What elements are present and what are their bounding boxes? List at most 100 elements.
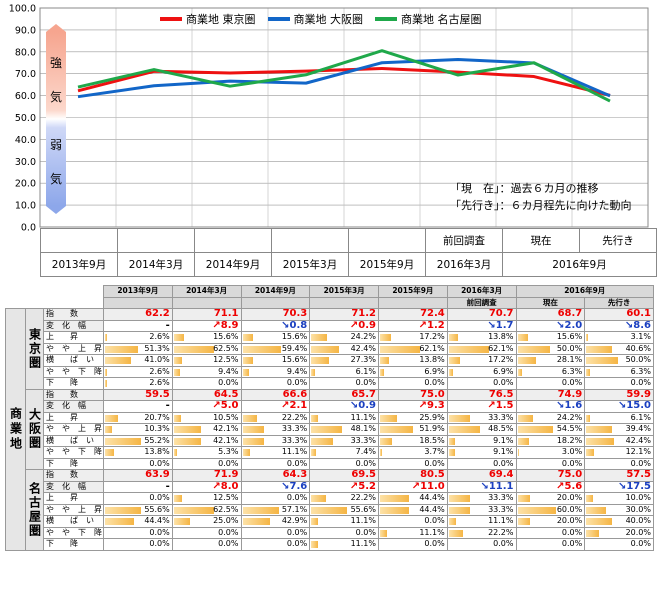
percent-bar: [242, 334, 253, 341]
percent-value: 55.2%: [144, 435, 170, 445]
percent-value: 13.8%: [144, 447, 170, 457]
percent-value: 9.4%: [218, 366, 239, 376]
x-axis-labels: 前回調査 現在 先行き 2013年9月 2014年3月 2014年9月 2015…: [40, 228, 657, 277]
percent-bar: [517, 357, 536, 364]
percent-cell: 0.0%: [240, 538, 311, 551]
change-cell: ↗5.2: [309, 480, 379, 493]
percent-bar: [380, 437, 392, 445]
percent-bar: [586, 495, 593, 502]
y-tick-label: 20.0: [15, 179, 36, 190]
row-label: や や 上 昇: [43, 423, 104, 436]
percent-bar: [311, 449, 316, 456]
change-cell: ↘15.0: [584, 400, 654, 413]
percent-value: 22.2%: [350, 493, 376, 503]
col-header-6: 2016年9月: [515, 285, 654, 298]
percent-cell: 22.2%: [240, 411, 311, 424]
change-cell: ↗8.9: [171, 319, 242, 332]
y-tick-label: 10.0: [15, 201, 36, 212]
x-axis-bottom-1: 2014年3月: [117, 252, 195, 277]
table-row: 大阪圏指 数 59.5 64.5 66.6 65.7 75.0 76.5 74.9 59.9: [6, 388, 654, 470]
chart-legend: 商業地 東京圏 商業地 大阪圏 商業地 名古屋圏: [160, 11, 482, 27]
percent-value: 40.6%: [625, 343, 651, 353]
percent-bar: [105, 426, 112, 433]
percent-value: 51.9%: [419, 424, 445, 434]
percent-bar: [173, 426, 201, 433]
row-label: 指 数: [43, 388, 104, 401]
percent-value: 10.3%: [144, 424, 170, 434]
change-cell: ↗9.3: [378, 400, 448, 413]
percent-cell: 13.8%: [446, 331, 517, 344]
percent-cell: 42.4%: [584, 434, 654, 447]
change-cell: ↘1.7: [446, 319, 517, 332]
percent-cell: 0.0%: [103, 457, 173, 470]
table-row: 変 化 幅 - ↗8.9 ↘0.8 ↗0.9 ↗1.2 ↘1.7 ↘2.0 ↘8.6: [6, 319, 654, 332]
note-forecast: 「先行き」：６カ月程先に向けた動向: [450, 199, 632, 212]
percent-cell: 0.0%: [378, 538, 448, 551]
percent-cell: 0.0%: [378, 515, 448, 528]
percent-cell: 3.0%: [515, 446, 586, 459]
y-tick-label: 70.0: [15, 69, 36, 80]
index-cell: 70.3: [240, 308, 311, 321]
table-row: 上 昇 2.6% 15.6% 15.6% 24.2% 17.2% 13.8% 15.6% 3.1…: [6, 331, 654, 344]
percent-value: 0.0%: [493, 539, 514, 549]
percent-cell: 55.6%: [309, 503, 379, 516]
percent-value: 6.3%: [630, 366, 651, 376]
percent-bar: [105, 368, 107, 376]
percent-bar: [311, 345, 339, 353]
percent-value: 25.9%: [419, 412, 445, 422]
percent-cell: 0.0%: [103, 538, 173, 551]
percent-cell: 0.0%: [515, 526, 586, 539]
percent-bar: [311, 426, 343, 433]
percent-value: 33.3%: [350, 435, 376, 445]
percent-cell: 0.0%: [309, 457, 379, 470]
group-label: 商業地: [5, 308, 26, 551]
percent-value: 0.0%: [424, 378, 445, 388]
percent-cell: 62.5%: [171, 342, 242, 355]
table-row: や や 上 昇 10.3% 42.1% 33.3% 48.1% 51.9% 48.5% 54.…: [6, 423, 654, 436]
percent-cell: 0.0%: [171, 526, 242, 539]
table-row: や や 下 降 2.6% 9.4% 9.4% 6.1% 6.9% 6.9% 6.3% 6.3%: [6, 365, 654, 378]
change-cell: ↗1.5: [446, 400, 517, 413]
sub-header-6: 現在: [515, 296, 586, 309]
percent-value: 0.0%: [149, 527, 170, 537]
index-cell: 65.7: [309, 388, 379, 401]
percent-bar: [173, 345, 214, 353]
sentiment-gauge: 強 気 弱 気: [42, 24, 70, 214]
percent-value: 0.0%: [355, 458, 376, 468]
percent-value: 10.5%: [213, 412, 239, 422]
percent-bar: [448, 414, 471, 422]
percent-value: 0.0%: [355, 378, 376, 388]
percent-cell: 24.2%: [515, 411, 586, 424]
percent-cell: 0.0%: [240, 457, 311, 470]
percent-cell: 20.0%: [584, 526, 654, 539]
percent-bar: [242, 449, 250, 456]
table-row: 上 昇 0.0% 12.5% 0.0% 22.2% 44.4% 33.3% 20.0% 10.0…: [6, 492, 654, 505]
percent-value: 55.6%: [350, 504, 376, 514]
percent-value: 17.2%: [488, 355, 514, 365]
percent-bar: [311, 437, 333, 445]
percent-bar: [380, 414, 397, 422]
percent-bar: [105, 345, 139, 353]
x-axis-bottom-0: 2013年9月: [40, 252, 118, 277]
percent-bar: [105, 414, 119, 422]
percent-value: 0.0%: [424, 539, 445, 549]
row-label: 上 昇: [43, 492, 104, 505]
table-body: 商業地 東京圏指 数 62.2 71.1 70.3 71.2 72.4 70.7 68.7 60.…: [5, 308, 654, 551]
percent-value: 33.3%: [281, 435, 308, 445]
percent-cell: 10.3%: [103, 423, 173, 436]
percent-value: 60.0%: [556, 504, 583, 514]
percent-bar: [311, 414, 319, 422]
percent-value: 22.2%: [488, 527, 514, 537]
sub-header-5: 前回調査: [446, 296, 517, 309]
percent-value: 11.1%: [350, 516, 376, 526]
plot-frame: [39, 7, 649, 228]
percent-bar: [173, 357, 182, 364]
percent-cell: 24.2%: [309, 331, 379, 344]
percent-cell: 42.1%: [171, 423, 242, 436]
percent-cell: 59.4%: [240, 342, 311, 355]
percent-value: 12.5%: [213, 355, 239, 365]
row-label: 変 化 幅: [43, 480, 104, 493]
index-cell: 69.4: [446, 469, 517, 482]
percent-cell: 18.2%: [515, 434, 586, 447]
percent-cell: 3.7%: [378, 446, 448, 459]
